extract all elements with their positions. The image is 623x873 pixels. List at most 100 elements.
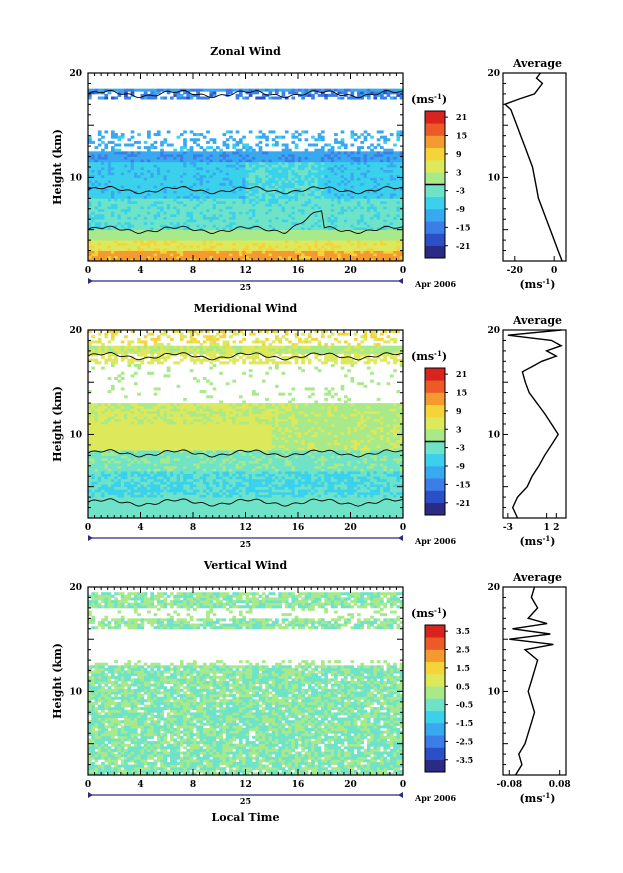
heatmap-cell	[370, 227, 374, 231]
heatmap-cell	[110, 203, 115, 207]
heatmap-cell	[399, 250, 404, 254]
heatmap-cell	[229, 512, 233, 516]
heatmap-cell	[88, 255, 92, 259]
heatmap-cell	[199, 193, 204, 197]
heatmap-cell	[202, 242, 207, 246]
heatmap-cell	[88, 172, 92, 176]
heatmap-cell	[238, 255, 243, 259]
heatmap-cell	[222, 512, 227, 516]
heatmap-cell	[350, 206, 355, 210]
heatmap-cell	[357, 221, 361, 225]
heatmap-cell	[291, 164, 296, 168]
heatmap-cell	[393, 208, 397, 212]
heatmap-cell	[222, 515, 227, 519]
heatmap-cell	[206, 159, 210, 163]
heatmap-cell	[140, 172, 145, 176]
heatmap-cell	[124, 211, 128, 215]
heatmap-cell	[360, 206, 365, 210]
heatmap-cell	[386, 247, 391, 251]
heatmap-cell	[202, 167, 207, 171]
heatmap-cell	[212, 206, 217, 210]
heatmap-cell	[252, 187, 256, 191]
heatmap-cell	[307, 227, 312, 231]
heatmap-cell	[124, 91, 128, 95]
heatmap-cell	[173, 164, 177, 168]
heatmap-cell	[140, 211, 145, 215]
heatmap-cell	[383, 156, 387, 160]
heatmap-cell	[225, 164, 230, 168]
heatmap-cell	[101, 250, 105, 254]
heatmap-cell	[284, 177, 289, 181]
heatmap-cell	[114, 177, 118, 181]
heatmap-cell	[278, 164, 282, 168]
heatmap-cell	[320, 237, 325, 241]
heatmap-cell	[199, 200, 204, 204]
heatmap-cell	[317, 200, 322, 204]
heatmap-cell	[137, 208, 141, 212]
heatmap-cell	[179, 148, 184, 152]
heatmap-cell	[170, 510, 174, 514]
heatmap-cell	[137, 167, 141, 171]
heatmap-cell	[153, 515, 158, 519]
heatmap-cell	[97, 242, 102, 246]
heatmap-cell	[212, 219, 217, 223]
heatmap-cell	[212, 512, 217, 516]
heatmap-cell	[110, 156, 115, 160]
heatmap-cell	[343, 229, 348, 233]
heatmap-cell	[255, 240, 260, 244]
heatmap-cell	[124, 237, 128, 241]
heatmap-cell	[140, 96, 145, 100]
heatmap-cell	[248, 208, 253, 212]
heatmap-cell	[252, 221, 256, 225]
heatmap-cell	[202, 227, 207, 231]
heatmap-cell	[268, 164, 273, 168]
heatmap-cell	[91, 203, 95, 207]
heatmap-cell	[160, 232, 164, 236]
heatmap-cell	[163, 195, 168, 199]
heatmap-cell	[363, 240, 368, 244]
heatmap-cell	[193, 224, 197, 228]
heatmap-cell	[235, 193, 240, 197]
heatmap-cell	[170, 195, 174, 199]
heatmap-cell	[163, 156, 168, 160]
heatmap-cell	[330, 182, 335, 186]
heatmap-cell	[166, 250, 171, 254]
heatmap-cell	[147, 151, 151, 155]
heatmap-cell	[284, 250, 289, 254]
heatmap-cell	[183, 187, 187, 191]
heatmap-cell	[160, 515, 164, 519]
heatmap-cell	[317, 221, 322, 225]
heatmap-cell	[117, 510, 122, 514]
heatmap-cell	[189, 96, 194, 100]
heatmap-cell	[101, 193, 105, 197]
heatmap-cell	[343, 167, 348, 171]
heatmap-cell	[114, 515, 118, 519]
heatmap-cell	[209, 219, 214, 223]
colorbar-swatch	[425, 111, 445, 124]
heatmap-cell	[386, 164, 391, 168]
heatmap-cell	[104, 224, 109, 228]
heatmap-cell	[370, 193, 374, 197]
heatmap-cell	[389, 237, 394, 241]
heatmap-cell	[97, 255, 102, 259]
heatmap-cell	[261, 240, 266, 244]
heatmap-cell	[153, 185, 158, 189]
heatmap-cell	[173, 198, 177, 202]
heatmap-cell	[110, 208, 115, 212]
heatmap-cell	[94, 198, 99, 202]
heatmap-cell	[242, 161, 246, 165]
heatmap-cell	[183, 232, 187, 236]
heatmap-cell	[176, 96, 181, 100]
heatmap-cell	[343, 242, 348, 246]
heatmap-cell	[363, 138, 368, 142]
heatmap-cell	[327, 216, 332, 220]
heatmap-cell	[389, 214, 394, 218]
heatmap-cell	[127, 159, 132, 163]
y-tick-label: 20	[69, 69, 82, 79]
heatmap-cell	[376, 208, 381, 212]
heatmap-cell	[153, 219, 158, 223]
heatmap-cell	[209, 167, 214, 171]
heatmap-cell	[294, 167, 299, 171]
heatmap-cell	[91, 161, 95, 165]
